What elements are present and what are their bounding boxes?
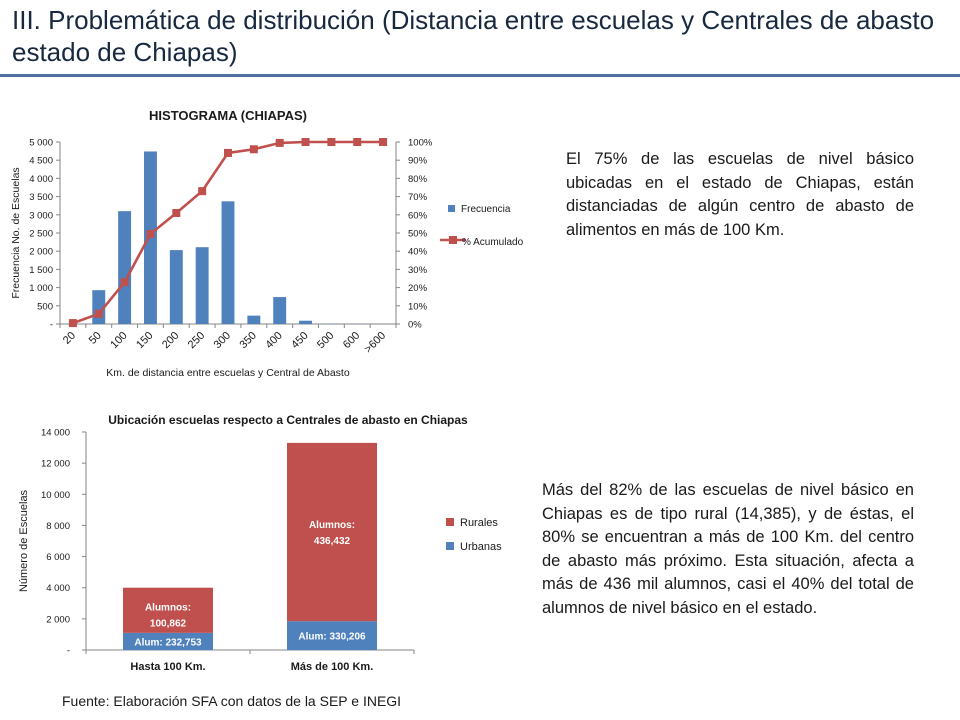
stacked-data-label: Alumnos:: [309, 520, 355, 531]
stacked-y-tick-label: 2 000: [46, 614, 70, 625]
stacked-data-label: 100,862: [150, 618, 187, 629]
stacked-data-label: Alumnos:: [145, 602, 191, 613]
title-divider: [0, 74, 960, 77]
cumulative-point: [94, 309, 103, 318]
histogram-y2-tick-label: 40%: [408, 247, 428, 258]
stacked-y-tick-label: 12 000: [41, 459, 70, 470]
histogram-x-axis-title: Km. de distancia entre escuelas y Centra…: [106, 367, 350, 379]
cumulative-point: [249, 145, 258, 154]
histogram-y2-tick-label: 100%: [408, 138, 433, 149]
cumulative-point: [301, 138, 310, 146]
histogram-y-tick-label: 2 500: [29, 229, 53, 240]
histogram-y-tick-label: 4 000: [29, 174, 53, 185]
stacked-legend: Rurales Urbanas: [446, 517, 502, 553]
legend-swatch-rurales: [446, 518, 454, 526]
legend-label-urbanas: Urbanas: [460, 541, 502, 553]
cumulative-point: [327, 138, 336, 146]
histogram-y2-tick-label: 10%: [408, 301, 428, 312]
histogram-y2-tick-label: 50%: [408, 229, 428, 240]
cumulative-point: [275, 138, 284, 147]
stacked-y-tick-label: 4 000: [46, 583, 70, 594]
histogram-x-tick-label: 600: [341, 330, 362, 351]
histogram-y2-tick-label: 70%: [408, 192, 428, 203]
cumulative-point: [172, 208, 181, 217]
stacked-bar-segment-rurales: [123, 587, 213, 633]
summary-paragraph-distance: El 75% de las escuelas de nivel básico u…: [566, 150, 914, 239]
histogram-x-tick-label: 400: [263, 330, 284, 351]
stacked-chart-title: Ubicación escuelas respecto a Centrales …: [108, 413, 468, 427]
histogram-x-tick-label: 250: [186, 330, 207, 351]
stacked-data-label: 436,432: [314, 536, 351, 547]
stacked-y-tick-label: 10 000: [41, 490, 70, 501]
histogram-x-tick-label: 20: [61, 330, 78, 347]
histogram-bar: [299, 320, 312, 324]
slide-title: III. Problemática de distribución (Dista…: [12, 5, 935, 67]
histogram-x-tick-label: 350: [238, 330, 259, 351]
histogram-x-tick-label: 450: [289, 330, 310, 351]
stacked-data-label: Alum: 232,753: [134, 637, 202, 648]
histogram-y-tick-label: -: [50, 320, 53, 331]
legend-marker-acumulado: [449, 236, 457, 244]
histogram-x-tick-label: 100: [108, 330, 129, 351]
source-note: Fuente: Elaboración SFA con datos de la …: [62, 693, 402, 709]
histogram-bar: [169, 250, 183, 324]
summary-paragraph-rural: Más del 82% de las escuelas de nivel bás…: [542, 481, 914, 617]
legend-label-acumulado: % Acumulado: [462, 237, 524, 248]
stacked-x-tick-label: Más de 100 Km.: [291, 661, 374, 673]
histogram-y2-tick-label: 0%: [408, 320, 422, 331]
stacked-bar-segment-urbanas: [287, 621, 377, 650]
stacked-bar-chart: Ubicación escuelas respecto a Centrales …: [18, 413, 502, 673]
histogram-bar: [247, 315, 261, 324]
cumulative-point: [146, 229, 155, 238]
histogram-bar: [221, 201, 235, 324]
histogram-y-tick-label: 4 500: [29, 156, 53, 167]
histogram-bar: [195, 247, 209, 324]
histogram-y2-tick-label: 30%: [408, 265, 428, 276]
histogram-y-axis-title: Frecuencia No. de Escuelas: [10, 167, 22, 298]
stacked-y-tick-label: 8 000: [46, 521, 70, 532]
stacked-y-tick-label: -: [67, 646, 70, 657]
histogram-y2-tick-label: 80%: [408, 174, 428, 185]
cumulative-point: [353, 138, 362, 146]
histogram-x-tick-label: 500: [315, 330, 336, 351]
histogram-y2-tick-label: 60%: [408, 210, 428, 221]
cumulative-point: [120, 278, 129, 287]
stacked-bar-segment-urbanas: [123, 632, 213, 650]
histogram-x-tick-label: 200: [160, 330, 181, 351]
stacked-bar-segment-rurales: [287, 442, 377, 622]
stacked-x-tick-label: Hasta 100 Km.: [130, 661, 205, 673]
legend-label-frecuencia: Frecuencia: [461, 204, 511, 215]
cumulative-point: [379, 138, 388, 146]
stacked-y-tick-label: 6 000: [46, 552, 70, 563]
histogram-y-tick-label: 1 000: [29, 283, 53, 294]
legend-label-rurales: Rurales: [460, 517, 498, 529]
stacked-data-label: Alum: 330,206: [298, 632, 366, 643]
histogram-x-tick-label: 150: [134, 330, 155, 351]
histogram-y2-tick-label: 90%: [408, 156, 428, 167]
histogram-x-tick-label: 300: [212, 330, 233, 351]
cumulative-point: [68, 319, 77, 328]
histogram-y-tick-label: 3 000: [29, 210, 53, 221]
histogram-legend: Frecuencia % Acumulado: [440, 204, 524, 248]
histogram-title: HISTOGRAMA (CHIAPAS): [149, 108, 307, 123]
histogram-y2-tick-label: 20%: [408, 283, 428, 294]
legend-swatch-urbanas: [446, 542, 454, 550]
histogram-x-tick-label: >600: [362, 330, 388, 356]
stacked-y-axis-title: Número de Escuelas: [18, 489, 30, 592]
histogram-chart: HISTOGRAMA (CHIAPAS) - 500 1 000 1 500 2 000 2…: [10, 108, 524, 379]
cumulative-point: [198, 187, 207, 196]
histogram-y-tick-label: 2 000: [29, 247, 53, 258]
histogram-bar: [273, 297, 287, 324]
histogram-y-tick-label: 1 500: [29, 265, 53, 276]
legend-swatch-frecuencia: [448, 205, 455, 212]
histogram-y-tick-label: 5 000: [29, 138, 53, 149]
histogram-y-tick-label: 3 500: [29, 192, 53, 203]
histogram-y-tick-label: 500: [37, 301, 53, 312]
stacked-y-tick-label: 14 000: [41, 428, 70, 439]
cumulative-point: [224, 148, 232, 157]
histogram-bar: [118, 211, 132, 324]
histogram-x-tick-label: 50: [87, 330, 104, 347]
